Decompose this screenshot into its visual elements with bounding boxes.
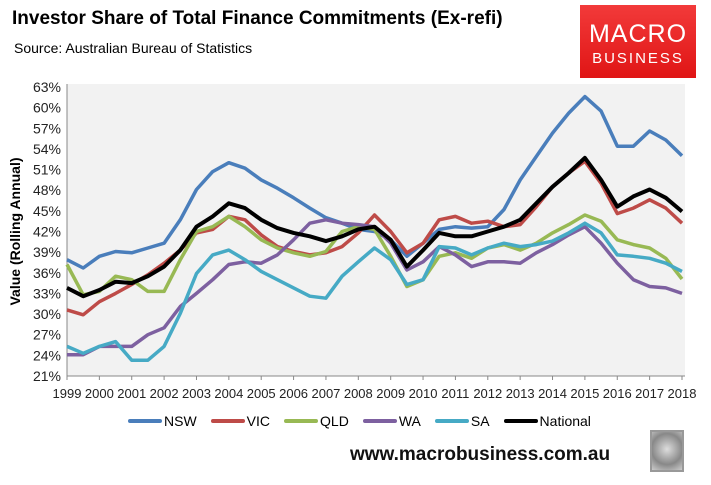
legend-swatch	[503, 419, 538, 423]
macrobusiness-logo: MACRO BUSINESS	[580, 5, 696, 78]
x-tick-label: 2007	[311, 386, 340, 401]
series-line-qld	[65, 213, 684, 297]
legend-label: QLD	[320, 413, 349, 429]
x-tick-label: 2006	[279, 386, 308, 401]
x-tick-label: 2000	[85, 386, 114, 401]
x-tick-label: 2002	[150, 386, 179, 401]
chart-title: Investor Share of Total Finance Commitme…	[12, 8, 503, 29]
legend-item-national: National	[503, 413, 591, 429]
legend-item-vic: VIC	[210, 413, 271, 429]
legend-label: WA	[398, 413, 421, 429]
y-tick-label: 48%	[33, 182, 61, 198]
x-tick-label: 2017	[635, 386, 664, 401]
legend-swatch	[210, 419, 245, 423]
y-tick-label: 21%	[33, 368, 61, 384]
x-tick-label: 2015	[570, 386, 599, 401]
y-tick-label: 54%	[33, 141, 61, 157]
legend-label: NSW	[164, 413, 197, 429]
x-tick-label: 2018	[668, 386, 697, 401]
series-line-national	[66, 155, 684, 299]
y-tick-label: 33%	[33, 285, 61, 301]
y-tick-label: 60%	[33, 100, 61, 116]
x-tick-label: 2016	[603, 386, 632, 401]
x-tick-label: 1999	[53, 386, 82, 401]
x-tick-label: 2001	[117, 386, 146, 401]
y-tick-label: 24%	[33, 347, 61, 363]
website-url: www.macrobusiness.com.au	[350, 444, 611, 465]
legend-label: VIC	[246, 413, 271, 429]
legend-item-sa: SA	[434, 413, 490, 429]
legend-swatch	[362, 419, 397, 423]
x-tick-label: 2003	[182, 386, 211, 401]
x-tick-label: 2004	[214, 386, 243, 401]
y-tick-label: 39%	[33, 244, 61, 260]
wolf-mascot-icon	[650, 430, 684, 472]
x-tick-label: 2014	[538, 386, 567, 401]
y-axis-title: Value (Rolling Annual)	[7, 157, 23, 305]
logo-line2: BUSINESS	[592, 50, 684, 67]
x-tick-label: 2010	[409, 386, 438, 401]
y-tick-label: 27%	[33, 327, 61, 343]
legend-label: National	[539, 413, 591, 429]
y-tick-label: 57%	[33, 120, 61, 136]
x-tick-label: 2008	[344, 386, 373, 401]
legend-swatch	[128, 419, 162, 423]
legend: NSW VIC QLD WA SA National	[128, 413, 591, 429]
legend-label: SA	[470, 413, 490, 429]
y-tick-label: 45%	[33, 203, 61, 219]
x-tick-label: 2005	[247, 386, 276, 401]
legend-swatch	[434, 419, 469, 423]
y-tick-label: 63%	[33, 79, 61, 95]
x-tick-label: 2013	[506, 386, 535, 401]
chart-source: Source: Australian Bureau of Statistics	[14, 40, 253, 56]
x-tick-label: 2009	[376, 386, 405, 401]
y-tick-label: 42%	[33, 224, 61, 240]
y-tick-label: 51%	[33, 162, 61, 178]
logo-line1: MACRO	[588, 20, 688, 48]
legend-item-qld: QLD	[284, 413, 349, 429]
legend-item-wa: WA	[362, 413, 421, 429]
x-tick-label: 2012	[473, 386, 502, 401]
y-tick-label: 30%	[33, 306, 61, 322]
y-tick-label: 36%	[33, 265, 61, 281]
legend-swatch	[284, 419, 319, 423]
x-tick-label: 2011	[441, 386, 469, 401]
legend-item-nsw: NSW	[128, 413, 197, 429]
series-line-sa	[66, 221, 683, 362]
